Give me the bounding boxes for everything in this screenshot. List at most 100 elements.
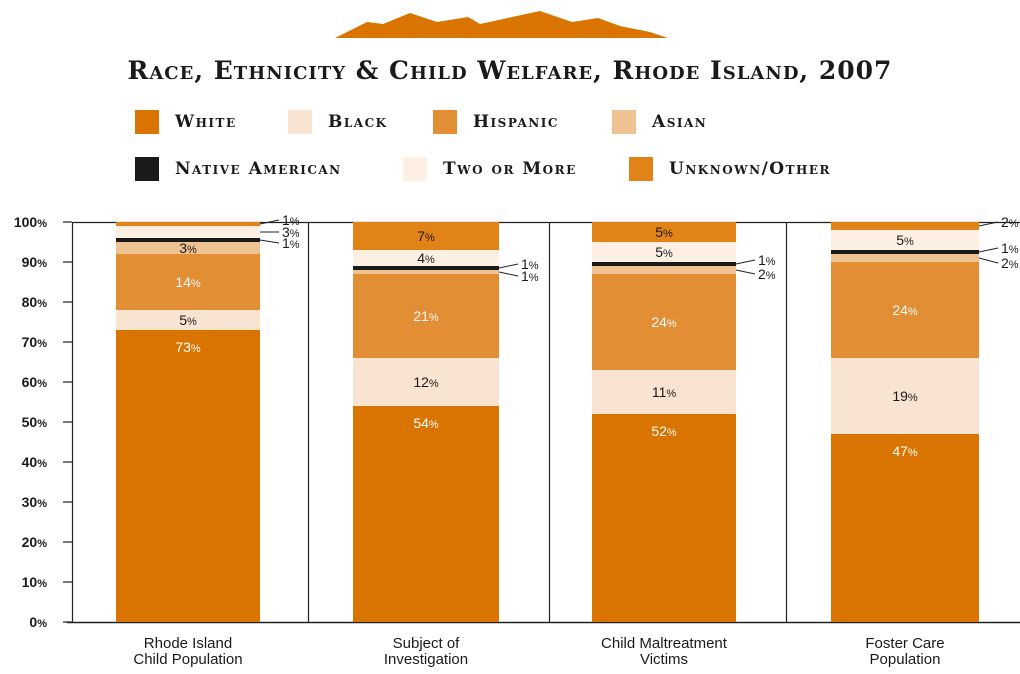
bar-value-label: 1% bbox=[282, 235, 300, 251]
label-leader-line bbox=[259, 239, 280, 244]
bar-value-label: 5% bbox=[655, 244, 673, 260]
category-label: Investigation bbox=[384, 651, 468, 668]
bar-value-label: 5% bbox=[179, 312, 197, 328]
legend-label-unknown-other: Unknown/Other bbox=[669, 159, 831, 179]
bar-segment-asian bbox=[116, 242, 260, 254]
legend-label-white: White bbox=[175, 112, 237, 132]
bar-value-label: 12% bbox=[413, 374, 439, 390]
bar-value-label: 7% bbox=[417, 228, 435, 244]
category-label: Foster Care bbox=[865, 635, 944, 652]
label-leader-line bbox=[259, 219, 280, 225]
legend-label-hispanic: Hispanic bbox=[473, 112, 559, 132]
label-leader-line bbox=[978, 221, 999, 227]
legend-swatch-hispanic bbox=[433, 110, 457, 134]
bar-segment-native-american bbox=[353, 266, 499, 270]
legend-item-black: Black bbox=[288, 110, 388, 134]
bar-value-label: 19% bbox=[892, 388, 918, 404]
bar-segment-two-or-more bbox=[353, 250, 499, 266]
category-label: Rhode Island bbox=[144, 635, 232, 652]
legend-label-black: Black bbox=[328, 112, 388, 132]
y-tick-label: 0% bbox=[29, 614, 47, 630]
bar-value-label: 1% bbox=[521, 268, 539, 284]
bar-value-label: 14% bbox=[175, 274, 201, 290]
y-tick-label: 90% bbox=[22, 254, 48, 270]
y-tick-label: 20% bbox=[22, 534, 48, 550]
category-label: Child Population bbox=[133, 651, 242, 668]
bar-segment-two-or-more bbox=[831, 230, 979, 250]
legend-swatch-asian bbox=[612, 110, 636, 134]
y-tick-label: 30% bbox=[22, 494, 48, 510]
bar-segment-native-american bbox=[831, 250, 979, 254]
bar-value-label: 1% bbox=[758, 252, 776, 268]
bar-segment-white bbox=[831, 434, 979, 622]
bar-value-label: 2% bbox=[758, 266, 776, 282]
bar-value-label: 1% bbox=[282, 212, 300, 228]
bar-segment-unknown-other bbox=[831, 222, 979, 230]
label-leader-line bbox=[978, 247, 999, 253]
bar-segment-asian bbox=[592, 266, 736, 274]
legend-label-two-or-more: Two or More bbox=[443, 159, 577, 179]
bar-segment-hispanic bbox=[831, 262, 979, 358]
bar-segment-unknown-other bbox=[116, 222, 260, 226]
bar-segment-native-american bbox=[116, 238, 260, 242]
legend-item-native-american: Native American bbox=[135, 157, 342, 181]
bar-value-label: 54% bbox=[413, 415, 439, 431]
category-label: Victims bbox=[640, 651, 688, 668]
stacked-bar-chart: 0% 10% 20% 30% 40% 50% 60% 70% 80% 90% 100% 73% 5% 14… bbox=[14, 212, 1020, 668]
bar-segment-black bbox=[116, 310, 260, 330]
legend-swatch-native-american bbox=[135, 157, 159, 181]
legend-item-hispanic: Hispanic bbox=[433, 110, 559, 134]
bar-value-label: 2% bbox=[1001, 255, 1019, 271]
bar-segment-black bbox=[831, 358, 979, 434]
bar-segment-hispanic bbox=[353, 274, 499, 358]
bar-segment-asian bbox=[353, 270, 499, 274]
bar-value-label: 52% bbox=[651, 423, 677, 439]
bar-segment-white bbox=[592, 414, 736, 622]
bar-value-label: 5% bbox=[896, 232, 914, 248]
legend-label-native-american: Native American bbox=[175, 159, 342, 179]
bar-segment-unknown-other bbox=[592, 222, 736, 242]
bar-segment-native-american bbox=[592, 262, 736, 266]
bar-value-label: 21% bbox=[413, 308, 439, 324]
legend-label-asian: Asian bbox=[652, 112, 708, 132]
bar-value-label: 47% bbox=[892, 443, 918, 459]
bar-segment-black bbox=[353, 358, 499, 406]
bar-value-label: 4% bbox=[417, 250, 435, 266]
legend-swatch-white bbox=[135, 110, 159, 134]
y-tick-label: 60% bbox=[22, 374, 48, 390]
legend-item-asian: Asian bbox=[612, 110, 707, 134]
bar-value-label: 2% bbox=[1001, 214, 1019, 230]
y-tick-label: 70% bbox=[22, 334, 48, 350]
y-tick-label: 50% bbox=[22, 414, 48, 430]
legend-item-unknown-other: Unknown/Other bbox=[629, 157, 831, 181]
bar-segment-asian bbox=[831, 254, 979, 262]
y-tick-label: 100% bbox=[14, 214, 47, 230]
label-leader-line bbox=[735, 259, 756, 265]
legend-item-white: White bbox=[135, 110, 237, 134]
bar-segment-unknown-other bbox=[353, 222, 499, 250]
label-leader-line bbox=[498, 263, 519, 269]
label-leader-line bbox=[498, 271, 519, 277]
category-label: Population bbox=[870, 651, 941, 668]
label-leader-line bbox=[735, 269, 756, 275]
mountain-logo bbox=[335, 11, 668, 38]
bar-segment-white bbox=[353, 406, 499, 622]
bar-segment-two-or-more bbox=[116, 226, 260, 238]
bar-value-label: 24% bbox=[651, 314, 677, 330]
bar-value-label: 11% bbox=[652, 384, 677, 400]
bar-segment-hispanic bbox=[116, 254, 260, 310]
bar-value-label: 3% bbox=[282, 224, 300, 240]
legend-swatch-unknown-other bbox=[629, 157, 653, 181]
bar-segment-hispanic bbox=[592, 274, 736, 370]
bar-value-label: 1% bbox=[521, 256, 539, 272]
bar-value-label: 73% bbox=[175, 339, 201, 355]
chart-title: Race, Ethnicity & Child Welfare, Rhode I… bbox=[127, 56, 893, 85]
legend-swatch-black bbox=[288, 110, 312, 134]
mountain-logo-shape bbox=[335, 11, 668, 38]
label-leader-line bbox=[978, 257, 999, 264]
bar-segment-black bbox=[592, 370, 736, 414]
legend-item-two-or-more: Two or More bbox=[403, 157, 577, 181]
bar-value-label: 5% bbox=[655, 224, 673, 240]
y-tick-label: 10% bbox=[22, 574, 48, 590]
bar-segment-white bbox=[116, 330, 260, 622]
